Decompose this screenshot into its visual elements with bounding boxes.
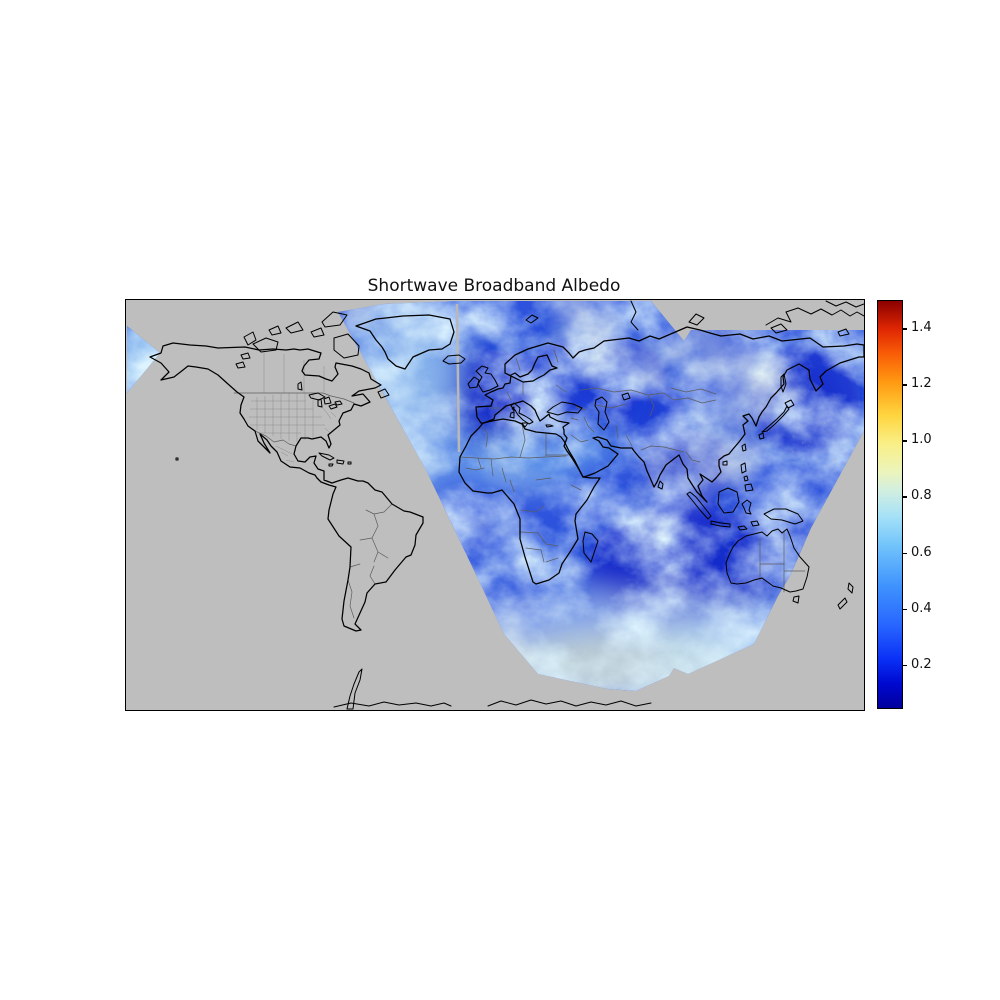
colorbar-tick-mark — [903, 384, 907, 386]
colorbar-tick-label: 0.2 — [911, 656, 932, 672]
colorbar-tick-label: 0.6 — [911, 544, 932, 560]
colorbar-gradient — [878, 301, 902, 708]
colorbar-tick-label: 0.8 — [911, 488, 932, 504]
albedo-swath — [127, 301, 864, 691]
colorbar-tick-mark — [903, 552, 907, 555]
colorbar-tick-mark — [903, 664, 907, 667]
colorbar-tick-mark — [903, 496, 907, 498]
state-borders — [249, 352, 337, 463]
country-borders — [233, 349, 806, 619]
islands-lakes — [175, 300, 864, 710]
coastlines — [149, 314, 864, 632]
colorbar-tick-label: 0.4 — [911, 600, 932, 616]
colorbar — [877, 300, 903, 709]
colorbar-tick-label: 1.4 — [911, 320, 932, 336]
colorbar-tick-mark — [903, 440, 907, 442]
map-axes — [125, 299, 865, 711]
colorbar-tick-label: 1.2 — [911, 376, 932, 392]
colorbar-tick-label: 1.0 — [911, 432, 932, 448]
plot-title: Shortwave Broadband Albedo — [367, 276, 621, 296]
swath-seam — [455, 303, 461, 453]
colorbar-tick-mark — [903, 328, 907, 330]
world-map — [127, 300, 864, 710]
colorbar-tick-mark — [903, 608, 907, 611]
